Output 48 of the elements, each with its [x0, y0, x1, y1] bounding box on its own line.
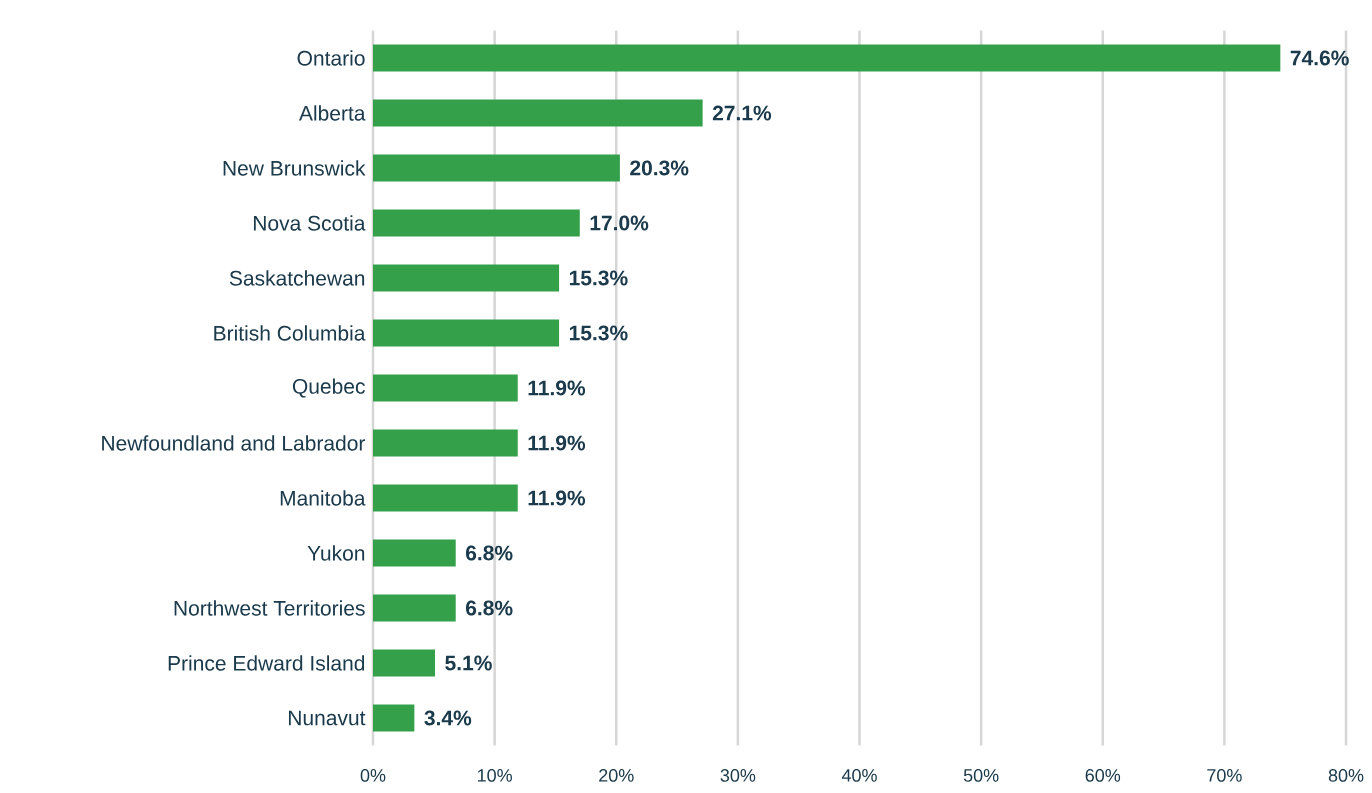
- y-tick-label: Yukon: [307, 545, 365, 561]
- bar: [373, 484, 518, 512]
- y-tick-label: Nova Scotia: [253, 215, 366, 231]
- bar: [373, 44, 1281, 72]
- data-label: 11.9%: [528, 490, 586, 506]
- bar: [373, 704, 415, 732]
- data-label: 27.1%: [712, 105, 772, 121]
- y-tick-label: Nunavut: [288, 710, 366, 726]
- bar: [373, 154, 620, 182]
- x-tick-label: 80%: [1328, 769, 1364, 782]
- bar: [373, 264, 560, 292]
- data-label: 15.3%: [569, 325, 628, 341]
- y-tick-label: Quebec: [292, 378, 365, 398]
- x-tick-label: 70%: [1207, 769, 1242, 782]
- x-tick-label: 10%: [477, 769, 512, 782]
- x-tick-label: 20%: [599, 769, 634, 782]
- data-label: 11.9%: [528, 435, 586, 451]
- data-label: 3.4%: [424, 710, 472, 726]
- data-label: 15.3%: [569, 270, 628, 286]
- bar: [373, 649, 436, 677]
- bar: [373, 99, 703, 127]
- y-tick-label: New Brunswick: [223, 160, 366, 176]
- x-tick-label: 40%: [841, 769, 877, 782]
- x-tick-label: 30%: [720, 769, 756, 782]
- bar: [373, 429, 518, 457]
- data-label: 6.8%: [465, 545, 513, 561]
- data-label: 5.1%: [445, 655, 492, 671]
- y-tick-label: Ontario: [297, 50, 365, 66]
- y-tick-label: Alberta: [298, 105, 366, 121]
- bar: [373, 594, 456, 622]
- bar: [373, 374, 518, 402]
- data-label: 74.6%: [1290, 50, 1349, 66]
- x-tick-label: 60%: [1085, 769, 1121, 782]
- y-tick-label: British Columbia: [214, 325, 366, 341]
- x-tick-label: 50%: [963, 769, 999, 782]
- bar: [373, 209, 580, 237]
- y-tick-label: Saskatchewan: [229, 270, 365, 286]
- y-tick-label: Northwest Territories: [174, 600, 365, 616]
- data-label: 11.9%: [528, 380, 586, 396]
- y-tick-label: Manitoba: [280, 490, 366, 506]
- bar: [373, 319, 560, 347]
- y-tick-label: Prince Edward Island: [168, 655, 365, 671]
- data-label: 20.3%: [630, 160, 689, 176]
- x-tick-label: 0%: [360, 769, 386, 782]
- data-label: 17.0%: [590, 215, 649, 231]
- data-label: 6.8%: [465, 600, 513, 616]
- bar: [373, 539, 456, 567]
- y-tick-label: Newfoundland and Labrador: [102, 435, 366, 451]
